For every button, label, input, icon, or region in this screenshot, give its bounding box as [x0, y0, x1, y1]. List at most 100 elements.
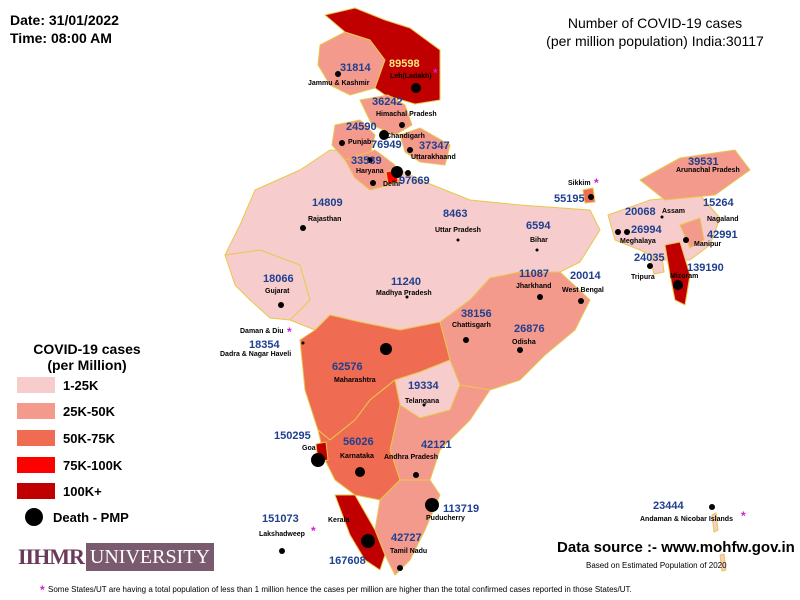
name-meghalaya: Meghalaya — [620, 238, 656, 245]
legend-title: COVID-19 cases — [33, 341, 141, 357]
value-chhattisgarh: 38156 — [461, 308, 492, 320]
value-manipur: 42991 — [707, 229, 738, 241]
value-meghalaya: 26994 — [631, 224, 662, 236]
legend-label: 25K-50K — [63, 403, 116, 419]
legend-swatch-5 — [17, 483, 55, 499]
footnote-asterisk: * — [40, 583, 45, 597]
value-haryana: 33539 — [351, 155, 382, 167]
asterisk-sikkim: * — [594, 176, 599, 190]
map-title-line2: (per million population) India:30117 — [546, 33, 764, 49]
name-puducherry: Puducherry — [426, 515, 465, 522]
name-sikkim: Sikkim — [568, 180, 591, 187]
name-daman-diu: Daman & Diu — [240, 328, 284, 335]
legend-item: 100K+ — [17, 482, 102, 500]
value-dadra: 18354 — [249, 339, 280, 351]
name-jharkhand: Jharkhand — [516, 283, 552, 290]
map-region-tripura — [649, 255, 665, 275]
legend-label: 75K-100K — [63, 457, 123, 473]
name-tripura: Tripura — [631, 274, 655, 281]
value-gujarat: 18066 — [263, 273, 294, 285]
value-uttarakhand: 37347 — [419, 140, 450, 152]
legend-label: 50K-75K — [63, 430, 116, 446]
name-jk: Jammu & Kashmir — [308, 80, 370, 87]
name-kerala: Kerala — [328, 517, 350, 524]
name-hp: Himachal Pradesh — [376, 111, 437, 118]
based-on-note: Based on Estimated Population of 2020 — [586, 561, 727, 570]
name-up: Uttar Pradesh — [435, 227, 481, 234]
name-andhra: Andhra Pradesh — [384, 454, 439, 461]
name-goa: Goa — [302, 445, 316, 452]
value-up: 8463 — [443, 208, 468, 220]
name-odisha: Odisha — [512, 339, 536, 346]
date-label: Date: 31/01/2022 — [10, 12, 119, 28]
name-rajasthan: Rajasthan — [308, 216, 342, 223]
value-kerala: 167608 — [329, 555, 366, 567]
value-punjab: 76949 — [371, 139, 402, 151]
value-arunachal: 39531 — [688, 156, 719, 168]
name-delhi: Delhi — [383, 181, 401, 188]
name-tamil-nadu: Tamil Nadu — [390, 548, 428, 555]
value-rajasthan: 14809 — [312, 197, 343, 209]
value-telangana: 19334 — [408, 380, 439, 392]
brand-part1: IIHMR — [16, 543, 86, 571]
name-arunachal: Arunachal Pradesh — [676, 167, 740, 174]
map-region-mizoram — [664, 241, 691, 306]
data-source: Data source :- www.mohfw.gov.in — [557, 539, 795, 556]
name-punjab: Punjab — [348, 139, 372, 146]
value-sikkim: 55195 — [554, 193, 585, 205]
legend-swatch-3 — [17, 430, 55, 446]
value-karnataka: 56026 — [343, 436, 374, 448]
legend-label: 100K+ — [63, 483, 102, 499]
name-haryana: Haryana — [356, 168, 384, 175]
name-karnataka: Karnataka — [340, 453, 374, 460]
legend-death-item: Death - PMP — [25, 508, 129, 526]
legend-death-label: Death - PMP — [53, 509, 129, 525]
name-mizoram: Mizoram — [670, 273, 699, 280]
legend-subtitle: (per Million) — [47, 357, 127, 373]
value-west-bengal: 20014 — [570, 270, 601, 282]
name-gujarat: Gujarat — [265, 288, 290, 295]
legend-swatch-1 — [17, 377, 55, 393]
legend-item: 75K-100K — [17, 456, 122, 474]
brand-part2: UNIVERSITY — [85, 543, 214, 571]
legend-item: 50K-75K — [17, 429, 115, 447]
value-bihar: 6594 — [526, 220, 551, 232]
value-tripura: 24035 — [634, 252, 665, 264]
value-mizoram: 139190 — [687, 262, 724, 274]
asterisk-lakshadweep: * — [311, 524, 316, 538]
value-maharashtra: 62576 — [332, 361, 363, 373]
legend-swatch-4 — [17, 457, 55, 473]
value-hp: 36242 — [372, 96, 403, 108]
map-region-karnataka — [317, 379, 401, 501]
name-mp: Madhya Pradesh — [376, 290, 432, 297]
name-manipur: Manipur — [694, 241, 722, 248]
name-chandigarh: Chandigarh — [386, 133, 425, 140]
name-maharashtra: Maharashtra — [334, 377, 376, 384]
asterisk-leh: * — [433, 66, 438, 80]
name-bihar: Bihar — [530, 237, 548, 244]
map-region-uttarakhand — [399, 127, 451, 166]
value-jk: 31814 — [340, 62, 371, 74]
map-title-line1: Number of COVID-19 cases — [567, 15, 743, 31]
value-odisha: 26876 — [514, 323, 545, 335]
name-telangana: Telangana — [405, 398, 440, 405]
map-region-gujarat — [224, 249, 311, 321]
value-andaman: 23444 — [653, 500, 684, 512]
value-nagaland: 15264 — [703, 197, 734, 209]
name-uttarakhand: Uttarakhaand — [411, 154, 456, 161]
name-chhattisgarh: Chattisgarh — [452, 322, 491, 329]
name-nagaland: Nagaland — [707, 216, 739, 223]
map-region-andaman — [711, 512, 727, 572]
value-mp: 11240 — [391, 276, 421, 288]
value-leh: 89598 — [389, 58, 420, 70]
name-assam: Assam — [662, 208, 685, 215]
legend-item: 1-25K — [17, 376, 98, 394]
value-goa: 150295 — [274, 430, 311, 442]
map-region-arunachal — [639, 149, 751, 201]
value-chandigarh: 24590 — [346, 121, 377, 133]
name-lakshadweep: Lakshadweep — [259, 531, 305, 538]
time-label: Time: 08:00 AM — [10, 30, 112, 46]
legend-label: 1-25K — [63, 377, 99, 393]
legend-swatch-2 — [17, 403, 55, 419]
